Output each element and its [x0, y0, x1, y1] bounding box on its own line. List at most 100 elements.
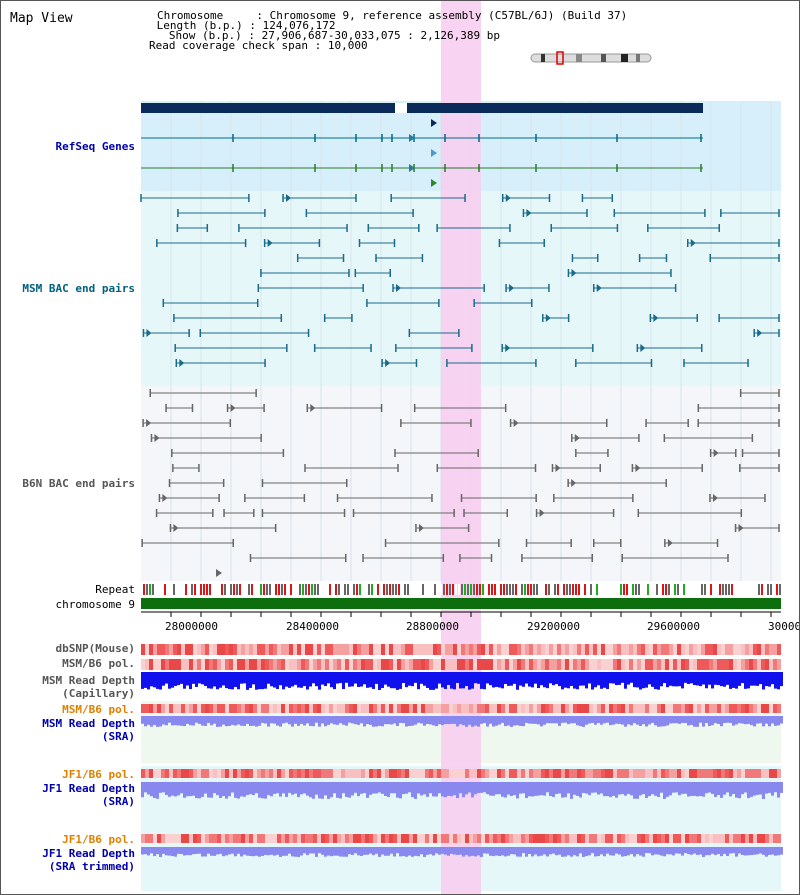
repeat-element: [320, 584, 322, 595]
jf1-pol-cell: [413, 769, 417, 778]
repeat-element: [704, 584, 706, 595]
dbsnp-cell: [565, 644, 569, 655]
jf1-pol-trim-cell: [693, 834, 697, 843]
msm-depth-capillary-bar: [159, 672, 162, 690]
jf1-depth-trimmed-bar: [267, 847, 270, 856]
msm-depth-capillary-bar: [777, 672, 780, 690]
msm-depth-capillary-bar: [411, 672, 414, 687]
msm-depth-sra-bar: [651, 716, 654, 723]
jf1-pol-cell: [365, 769, 369, 778]
msm-pol-cell: [497, 659, 501, 670]
msm-depth-sra-bar: [495, 716, 498, 726]
msm-pol-sra-cell: [697, 704, 701, 713]
jf1-pol-trim-cell: [389, 834, 393, 843]
jf1-pol-cell: [673, 769, 677, 778]
msm-depth-sra-bar: [339, 716, 342, 724]
jf1-depth-sra-bar: [261, 782, 264, 799]
jf1-pol-cell: [313, 769, 317, 778]
msm-depth-sra-bar: [774, 716, 777, 726]
msm-depth-capillary-bar: [660, 672, 663, 687]
msm-depth-sra-bar: [681, 716, 684, 723]
jf1-pol-trim-cell: [729, 834, 733, 843]
jf1-pol-trim-cell: [325, 834, 329, 843]
repeat-element: [293, 584, 295, 595]
jf1-pol-cell: [685, 769, 689, 778]
msm-pol-cell: [297, 659, 301, 670]
repeat-element: [374, 584, 376, 595]
msm-depth-sra-bar: [663, 716, 666, 727]
jf1-depth-sra-bar: [474, 782, 477, 795]
msm-pol-cell: [453, 659, 457, 670]
jf1-pol-cell: [253, 769, 257, 778]
msm-depth-capillary-bar: [618, 672, 621, 685]
jf1-depth-trimmed-bar: [372, 847, 375, 856]
jf1-pol-trim-cell: [609, 834, 613, 843]
jf1-depth-sra-bar: [534, 782, 537, 796]
repeat-element: [545, 584, 547, 595]
jf1-depth-sra-bar: [594, 782, 597, 793]
jf1-depth-trimmed-bar: [756, 847, 759, 855]
msm-depth-sra-bar: [417, 716, 420, 723]
dbsnp-cell: [157, 644, 161, 655]
repeat-element: [344, 584, 346, 595]
msm-pol-sra-cell: [589, 704, 593, 713]
dbsnp-cell: [181, 644, 185, 655]
msm-depth-sra-bar: [759, 716, 762, 724]
repeat-element: [731, 584, 733, 595]
jf1-pol-trim-cell: [417, 834, 421, 843]
msm-depth-capillary-bar: [570, 672, 573, 686]
jf1-depth-sra-bar: [264, 782, 267, 799]
track-label-msm-bac[interactable]: MSM BAC end pairs: [22, 282, 135, 295]
msm-pol-cell: [701, 659, 705, 670]
repeat-element: [767, 584, 769, 595]
msm-depth-sra-bar: [627, 716, 630, 725]
msm-depth-sra-bar: [570, 716, 573, 724]
jf1-pol-trim-cell: [429, 834, 433, 843]
jf1-depth-sra-bar: [609, 782, 612, 798]
jf1-pol-trim-cell: [533, 834, 537, 843]
jf1-depth-trimmed-bar: [534, 847, 537, 855]
track-label-refseq[interactable]: RefSeq Genes: [55, 140, 135, 153]
jf1-pol-cell: [377, 769, 381, 778]
jf1-pol-trim-cell: [489, 834, 493, 843]
track-label-b6n-bac[interactable]: B6N BAC end pairs: [22, 477, 135, 490]
jf1-pol-trim-cell: [277, 834, 281, 843]
msm-pol-cell: [745, 659, 749, 670]
msm-pol-sra-cell: [157, 704, 161, 713]
msm-pol-sra-cell: [753, 704, 757, 713]
jf1-depth-trimmed-bar: [549, 847, 552, 855]
jf1-depth-sra-bar: [645, 782, 648, 798]
repeat-element: [464, 584, 466, 595]
msm-depth-sra-bar: [231, 716, 234, 725]
msm-depth-sra-bar: [411, 716, 414, 726]
msm-depth-capillary-bar: [198, 672, 201, 684]
repeat-element: [215, 584, 217, 595]
jf1-pol-cell: [625, 769, 629, 778]
msm-pol-sra-cell: [765, 704, 769, 713]
msm-pol-cell: [425, 659, 429, 670]
msm-depth-sra-bar: [600, 716, 603, 725]
refseq-exon-arrow: [409, 134, 415, 142]
jf1-pol-trim-cell: [369, 834, 373, 843]
repeat-element: [752, 584, 754, 595]
jf1-pol-cell: [337, 769, 341, 778]
msm-depth-capillary-bar: [348, 672, 351, 687]
msm-depth-sra-bar: [615, 716, 618, 724]
jf1-pol-cell: [449, 769, 453, 778]
msm-pol-cell: [353, 659, 357, 670]
jf1-depth-trimmed-bar: [252, 847, 255, 857]
jf1-depth-trimmed-bar: [423, 847, 426, 857]
repeat-element: [611, 584, 613, 595]
repeat-element: [395, 584, 397, 595]
msm-depth-capillary-bar: [594, 672, 597, 688]
axis-tick-label: 28000000: [165, 620, 218, 633]
msm-depth-capillary-bar: [732, 672, 735, 688]
msm-depth-sra-bar: [732, 716, 735, 726]
msm-pol-cell: [445, 659, 449, 670]
jf1-depth-trimmed-bar: [435, 847, 438, 854]
jf1-depth-sra-bar: [297, 782, 300, 798]
repeat-element: [479, 584, 481, 595]
jf1-depth-sra-bar: [240, 782, 243, 797]
jf1-pol-trim-cell: [589, 834, 593, 843]
